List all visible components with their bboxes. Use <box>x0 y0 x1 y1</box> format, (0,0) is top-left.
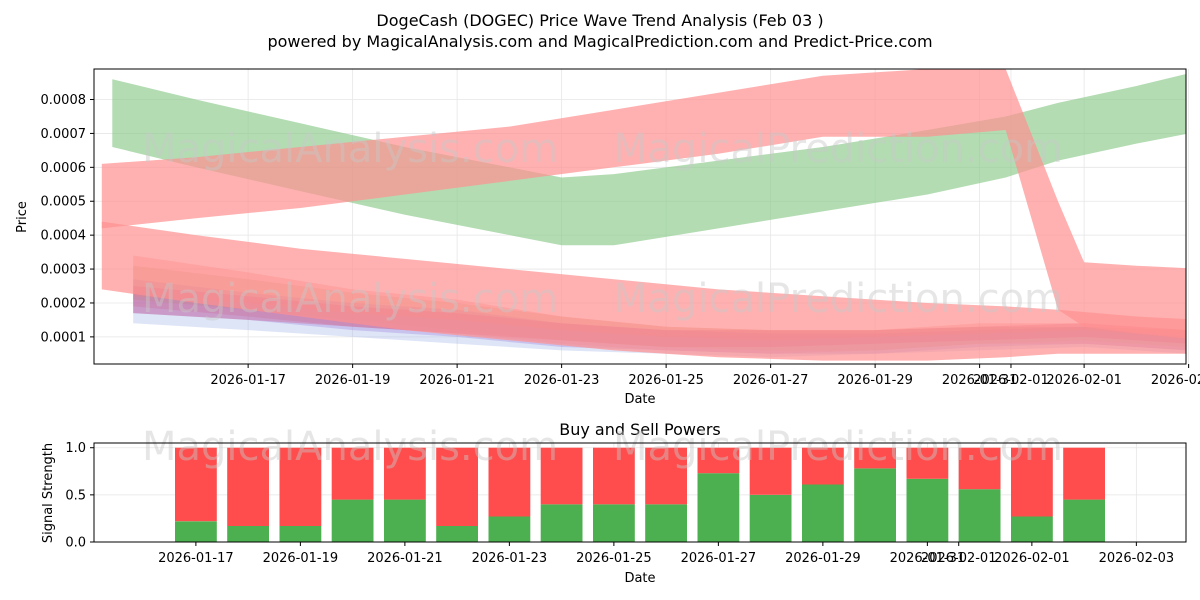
signal-chart-title: Buy and Sell Powers <box>559 420 721 439</box>
watermark-analysis-bottom: MagicalAnalysis.com <box>142 424 558 470</box>
buy-bar <box>227 526 269 542</box>
buy-bar <box>958 489 1001 542</box>
top-x-tick-label: 2026-01-19 <box>315 373 391 388</box>
sell-bar <box>906 447 949 479</box>
bottom-x-tick-label: 2026-01-25 <box>576 551 652 566</box>
top-y-ticks: 0.0001 0.0002 0.0003 0.0004 0.0005 0.0006 0.00… <box>41 93 94 345</box>
bottom-y-tick-label: 0.0 <box>65 536 86 551</box>
buy-bar <box>436 526 478 542</box>
bottom-x-axis-label: Date <box>624 571 655 586</box>
sell-bar <box>488 447 531 517</box>
watermark-analysis-top: MagicalAnalysis.com <box>142 126 558 172</box>
buy-bar <box>279 526 322 542</box>
sell-bar <box>436 447 478 526</box>
top-x-tick-label: 2026-01-21 <box>419 373 495 388</box>
top-y-tick-label: 0.0007 <box>41 127 87 142</box>
watermark-prediction-mid: MagicalPrediction.com <box>613 276 1063 322</box>
watermark-prediction-top: MagicalPrediction.com <box>613 126 1063 172</box>
sell-bar <box>854 447 896 469</box>
wave-band <box>101 221 1186 361</box>
wave-band <box>112 74 1186 246</box>
top-x-tick-label: 2026-01-27 <box>733 373 809 388</box>
bottom-y-axis-label: Signal Strength <box>41 443 56 543</box>
sell-bar <box>540 447 583 505</box>
bottom-x-tick-label: 2026-02-01 <box>921 551 997 566</box>
buy-bar <box>540 504 583 542</box>
bottom-x-tick-label: 2026-01-23 <box>472 551 548 566</box>
buy-bar <box>749 494 792 542</box>
sell-bar <box>802 447 844 485</box>
main-chart: DogeCash (DOGEC) Price Wave Trend Analys… <box>15 11 1200 407</box>
watermark-prediction-bottom: MagicalPrediction.com <box>613 424 1063 470</box>
top-x-tick-label: 2026-02-03 <box>1151 373 1200 388</box>
buy-bar <box>1011 516 1053 542</box>
signal-chart: Buy and Sell Powers MagicalAnalysis.com … <box>41 420 1187 586</box>
chart-title: DogeCash (DOGEC) Price Wave Trend Analys… <box>376 11 823 30</box>
sell-bar <box>384 447 426 500</box>
bottom-x-ticks: 2026-01-17 2026-01-19 2026-01-21 2026-01-23… <box>158 542 1174 566</box>
sell-bar <box>279 447 322 526</box>
top-y-tick-label: 0.0005 <box>41 195 87 210</box>
buy-bar <box>384 499 426 542</box>
bottom-x-tick-label: 2026-01-21 <box>367 551 443 566</box>
bottom-x-tick-label: 2026-01-29 <box>785 551 861 566</box>
buy-bar <box>854 468 896 542</box>
buy-bar <box>802 484 844 542</box>
bottom-x-tick-label: 2026-01-27 <box>681 551 757 566</box>
bottom-y-ticks: 0.0 0.5 1.0 <box>65 441 94 551</box>
top-watermarks: MagicalAnalysis.com MagicalPrediction.co… <box>142 126 1063 322</box>
top-y-tick-label: 0.0004 <box>41 229 87 244</box>
top-y-tick-label: 0.0006 <box>41 161 87 176</box>
sell-bar <box>227 447 269 526</box>
top-y-tick-label: 0.0001 <box>41 330 87 345</box>
bottom-y-tick-label: 1.0 <box>65 441 86 456</box>
bottom-x-tick-label: 2026-01-19 <box>263 551 339 566</box>
top-plot-frame <box>93 68 1187 365</box>
top-x-tick-label: 2026-01-17 <box>210 373 286 388</box>
top-x-tick-label: 2026-02-01 <box>973 373 1049 388</box>
top-y-tick-label: 0.0003 <box>41 263 87 278</box>
buy-bar <box>697 473 740 542</box>
bottom-x-tick-label: 2026-02-03 <box>1099 551 1175 566</box>
sell-bar <box>645 447 687 505</box>
top-x-tick-label: 2026-01-29 <box>837 373 913 388</box>
bottom-bars <box>175 447 1105 542</box>
bottom-watermarks: MagicalAnalysis.com MagicalPrediction.co… <box>142 424 1063 470</box>
top-x-tick-label: 2026-02-01 <box>1046 373 1122 388</box>
top-x-tick-label: 2026-01-25 <box>628 373 704 388</box>
sell-bar <box>331 447 374 500</box>
buy-bar <box>645 504 687 542</box>
buy-bar <box>488 516 531 542</box>
bottom-x-tick-label: 2026-01-31 <box>890 551 966 566</box>
top-y-axis-label: Price <box>15 201 30 233</box>
sell-bar <box>175 447 217 522</box>
top-x-tick-label: 2026-01-23 <box>524 373 600 388</box>
top-y-tick-label: 0.0002 <box>41 296 87 311</box>
sell-bar <box>1063 447 1105 500</box>
bottom-plot-frame <box>93 442 1187 543</box>
sell-bar <box>1011 447 1053 517</box>
buy-bar <box>906 478 949 542</box>
sell-bar <box>593 447 635 505</box>
buy-bar <box>593 504 635 542</box>
chart-subtitle: powered by MagicalAnalysis.com and Magic… <box>267 32 932 51</box>
top-x-tick-label: 2026-01-31 <box>942 373 1018 388</box>
bottom-y-tick-label: 0.5 <box>65 488 86 503</box>
buy-bar <box>1063 499 1105 542</box>
buy-bar <box>331 499 374 542</box>
buy-bar <box>175 521 217 542</box>
watermark-analysis-mid: MagicalAnalysis.com <box>142 276 558 322</box>
wave-band <box>101 69 1186 339</box>
sell-bar <box>697 447 740 474</box>
sell-bar <box>958 447 1001 490</box>
top-x-axis-label: Date <box>624 392 655 407</box>
bottom-x-tick-label: 2026-01-17 <box>158 551 234 566</box>
bottom-x-tick-label: 2026-02-01 <box>994 551 1070 566</box>
top-y-tick-label: 0.0008 <box>41 93 87 108</box>
top-bands <box>101 69 1186 361</box>
sell-bar <box>749 447 792 495</box>
top-x-ticks: 2026-01-17 2026-01-19 2026-01-21 2026-01-23… <box>210 364 1200 388</box>
